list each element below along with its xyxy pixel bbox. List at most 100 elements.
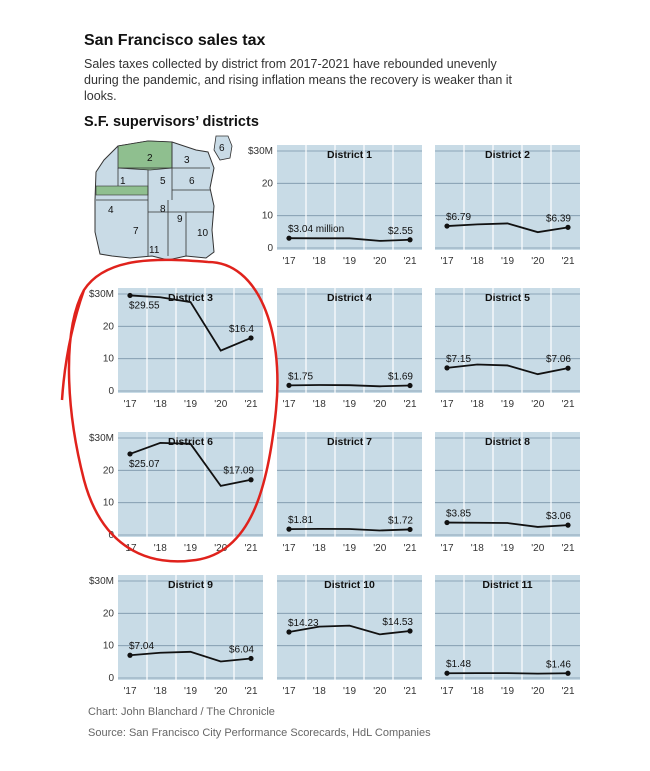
- map-label-8: 8: [160, 204, 166, 215]
- panel-title: District 1: [327, 149, 372, 161]
- x-tick-label: '20: [214, 686, 227, 697]
- data-label-last: $6.04: [229, 644, 254, 655]
- panel-title: District 5: [485, 292, 530, 304]
- x-tick-label: '18: [154, 686, 167, 697]
- x-tick-label: '21: [244, 686, 257, 697]
- x-tick-label: '17: [123, 686, 136, 697]
- x-tick-label: '20: [373, 686, 386, 697]
- x-tick-label: '19: [184, 686, 197, 697]
- x-tick-label: '18: [313, 543, 326, 554]
- panel-district-8: District 8 '17 '18 '19 '20 '21 $3.85 $3.06: [435, 432, 580, 554]
- panel-title: District 9: [168, 579, 213, 591]
- start-point: [444, 365, 450, 371]
- x-tick-label: '21: [244, 543, 257, 554]
- series-line: [288, 624, 411, 636]
- map-label-5: 5: [160, 176, 166, 187]
- x-tick-label: '20: [531, 256, 544, 267]
- data-label-first: $7.04: [129, 641, 154, 652]
- series-line: [288, 384, 411, 388]
- map-label-7: 7: [133, 226, 139, 237]
- x-tick-label: '20: [214, 399, 227, 410]
- y-tick-label: 20: [262, 178, 274, 189]
- x-tick-label: '21: [403, 543, 416, 554]
- data-label-first: $1.75: [288, 371, 313, 382]
- data-label-last: $1.72: [388, 515, 413, 526]
- end-point: [407, 526, 413, 533]
- panel-background: [277, 288, 422, 393]
- x-tick-label: '19: [343, 256, 356, 267]
- data-label-first: $1.48: [446, 659, 471, 670]
- panel-district-11: District 11 '17 '18 '19 '20 '21 $1.48 $1.46: [435, 575, 580, 697]
- x-tick-label: '17: [282, 686, 295, 697]
- data-label-first: $1.81: [288, 515, 313, 526]
- series-line: [446, 222, 569, 234]
- series-line: [129, 294, 252, 352]
- y-tick-label: 10: [103, 354, 115, 365]
- end-point: [407, 382, 413, 389]
- map-island: [213, 135, 233, 161]
- series-line: [288, 527, 411, 532]
- x-tick-label: '18: [471, 399, 484, 410]
- map-label-6: 6: [189, 176, 195, 187]
- panel-background: [277, 432, 422, 537]
- end-point: [248, 335, 254, 341]
- x-tick-label: '20: [373, 399, 386, 410]
- data-label-last: $17.09: [223, 466, 254, 477]
- x-tick-label: '19: [184, 543, 197, 554]
- footer-credit: Chart: John Blanchard / The Chronicle: [88, 706, 275, 718]
- x-tick-label: '17: [440, 543, 453, 554]
- panel-district-9: District 9 $30M 20 10 0 '17 '18 '19 '20 '21 $7.04 $…: [89, 575, 263, 697]
- y-tick-label: $30M: [89, 289, 114, 300]
- end-point: [565, 224, 571, 230]
- data-label-first: $29.55: [129, 300, 160, 311]
- panel-title: District 10: [324, 579, 375, 591]
- map-label-2: 2: [147, 153, 153, 164]
- start-point: [286, 382, 292, 388]
- end-point: [407, 237, 413, 243]
- start-point: [286, 526, 292, 532]
- panel-district-6: District 6$30M20100'17'18'19'20'21$25.07…: [89, 432, 263, 554]
- panel-title: District 11: [482, 579, 532, 591]
- x-tick-label: '18: [471, 686, 484, 697]
- start-point: [286, 235, 292, 241]
- x-tick-label: '21: [403, 686, 416, 697]
- panel-title: District 2: [485, 149, 530, 161]
- y-tick-label: 10: [262, 211, 274, 222]
- x-tick-label: '20: [531, 543, 544, 554]
- annotation-circle: [60, 258, 279, 563]
- data-label-last: $3.06: [546, 511, 571, 522]
- end-point: [248, 655, 254, 662]
- panel-background: [435, 145, 580, 250]
- x-tick-label: '17: [282, 543, 295, 554]
- data-label-last: $1.46: [546, 659, 571, 670]
- data-label-last: $16.4: [229, 324, 254, 335]
- panel-district-7: District 7 '17 '18 '19 '20 '21 $1.81 $1.72: [277, 432, 422, 554]
- panel-district-10: District 10 '17 '18 '19 '20 '21 $14.23 $14.53: [277, 575, 422, 697]
- y-tick-label: 0: [108, 530, 114, 541]
- page-title: San Francisco sales tax: [84, 32, 266, 49]
- start-point: [127, 292, 133, 299]
- map-label-11: 11: [149, 245, 160, 256]
- panel-title: District 4: [327, 292, 372, 304]
- start-point: [444, 519, 450, 526]
- panel-background: [277, 145, 422, 250]
- end-point: [407, 628, 413, 634]
- x-tick-label: '17: [282, 256, 295, 267]
- x-tick-label: '17: [282, 399, 295, 410]
- end-point: [565, 670, 571, 676]
- panel-background: [435, 288, 580, 393]
- start-point: [444, 223, 450, 229]
- panel-district-3: District 3$30M20100'17'18'19'20'21$29.55…: [89, 288, 263, 410]
- panel-title: District 6: [168, 436, 213, 448]
- section-title: S.F. supervisors’ districts: [84, 114, 259, 130]
- x-tick-label: '18: [154, 543, 167, 554]
- start-point: [127, 652, 133, 658]
- x-tick-label: '21: [403, 399, 416, 410]
- panel-background: [118, 288, 263, 393]
- x-tick-label: '17: [440, 256, 453, 267]
- map-district-lines: [96, 142, 214, 256]
- x-tick-label: '17: [123, 399, 136, 410]
- panel-background: [435, 432, 580, 537]
- map-label-1: 1: [120, 176, 126, 187]
